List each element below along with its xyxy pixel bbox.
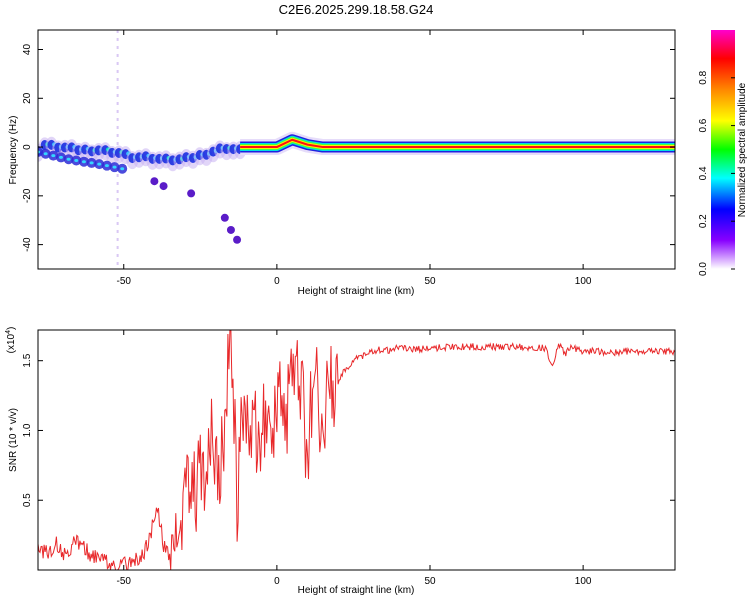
spectrogram-panel: -50 0 50 100 40 20 0 -20 -40 Height of straight… [8, 29, 676, 297]
spectrogram-branch-peak [112, 165, 117, 169]
spectrogram-y-tick-label: 40 [22, 44, 33, 56]
snr-y-tick-label: 1.0 [22, 423, 33, 437]
snr-x-tick-label: 0 [274, 576, 280, 587]
snr-y-tick-label: 1.5 [22, 353, 33, 367]
spectrogram-y-label: Frequency (Hz) [8, 116, 19, 185]
spectrogram-branch-peak [51, 154, 56, 158]
colorbar-tick-label: 0.0 [698, 262, 709, 276]
ridge-red-core [240, 138, 675, 149]
spectrogram-y-ticks: 40 20 0 -20 -40 [22, 44, 675, 252]
spectrogram-branch-peak [43, 152, 48, 156]
spectrogram-scatter-point [220, 213, 229, 222]
spectrogram-frame [37, 29, 676, 270]
spectrogram-scatter-point [226, 225, 235, 234]
snr-x-tick-label: 100 [575, 576, 592, 587]
spectrogram-y-tick-label: -20 [22, 188, 33, 203]
spectrogram-x-tick-label: 100 [575, 276, 592, 287]
snr-y-tick-label: 0.5 [22, 493, 33, 507]
snr-x-ticks: -50 0 50 100 [117, 330, 592, 587]
spectrogram-y-tick-label: 0 [22, 144, 33, 150]
snr-scale-close: ) [6, 327, 17, 330]
snr-panel: -50 0 50 100 0.5 1.0 1.5 Height of straight l… [5, 327, 676, 596]
snr-x-tick-label: -50 [117, 576, 132, 587]
snr-x-label: Height of straight line (km) [298, 585, 415, 596]
spectrogram-branch-peak [66, 157, 71, 161]
colorbar-ticks: 0.0 0.2 0.4 0.6 0.8 [698, 70, 735, 276]
spectrogram-branch-peak [81, 160, 86, 164]
spectrogram-scatter-point [187, 189, 196, 198]
spectrogram-branch-peak [74, 158, 79, 162]
colorbar-label: Normalized spectral amplitude [737, 82, 748, 217]
spectrogram-plot-area [38, 30, 675, 269]
spectrogram-x-ticks: -50 0 50 100 [117, 30, 592, 287]
spectrogram-x-tick-label: 0 [274, 276, 280, 287]
snr-series-line [38, 330, 675, 570]
colorbar: 0.0 0.2 0.4 0.6 0.8 Normalized spectral ampl… [698, 30, 748, 276]
colorbar-tick-label: 0.2 [698, 214, 709, 228]
spectrogram-scatter-point [150, 177, 159, 186]
snr-y-label: SNR (10 * v/v) [8, 408, 19, 472]
spectrogram-branch-peak [58, 155, 63, 159]
spectrogram-x-tick-label: 50 [424, 276, 436, 287]
snr-scale-exponent: 4 [5, 330, 12, 334]
snr-y-ticks: 0.5 1.0 1.5 [22, 353, 675, 507]
spectrogram-x-label: Height of straight line (km) [298, 286, 415, 297]
snr-scale-label: (x104) [5, 327, 17, 354]
snr-x-tick-label: 50 [424, 576, 436, 587]
snr-plot-area [38, 330, 675, 570]
spectrogram-scatter-point [159, 182, 168, 191]
spectrogram-branch-peak [120, 167, 125, 171]
spectrogram-branch-peak [89, 161, 94, 165]
spectrogram-branch-peak [104, 164, 109, 168]
spectrogram-y-tick-label: -40 [22, 237, 33, 252]
colorbar-tick-label: 0.4 [698, 166, 709, 180]
colorbar-tick-label: 0.6 [698, 118, 709, 132]
spectrogram-branch-peak [97, 162, 102, 166]
snr-frame [37, 329, 676, 571]
colorbar-gradient [711, 30, 735, 269]
spectrogram-x-tick-label: -50 [117, 276, 132, 287]
spectrogram-scatter-point [233, 235, 242, 244]
snr-scale-prefix: (x10 [6, 333, 17, 353]
colorbar-tick-label: 0.8 [698, 70, 709, 84]
figure-title: C2E6.2025.299.18.58.G24 [279, 2, 434, 17]
spectrogram-y-tick-label: 20 [22, 92, 33, 104]
